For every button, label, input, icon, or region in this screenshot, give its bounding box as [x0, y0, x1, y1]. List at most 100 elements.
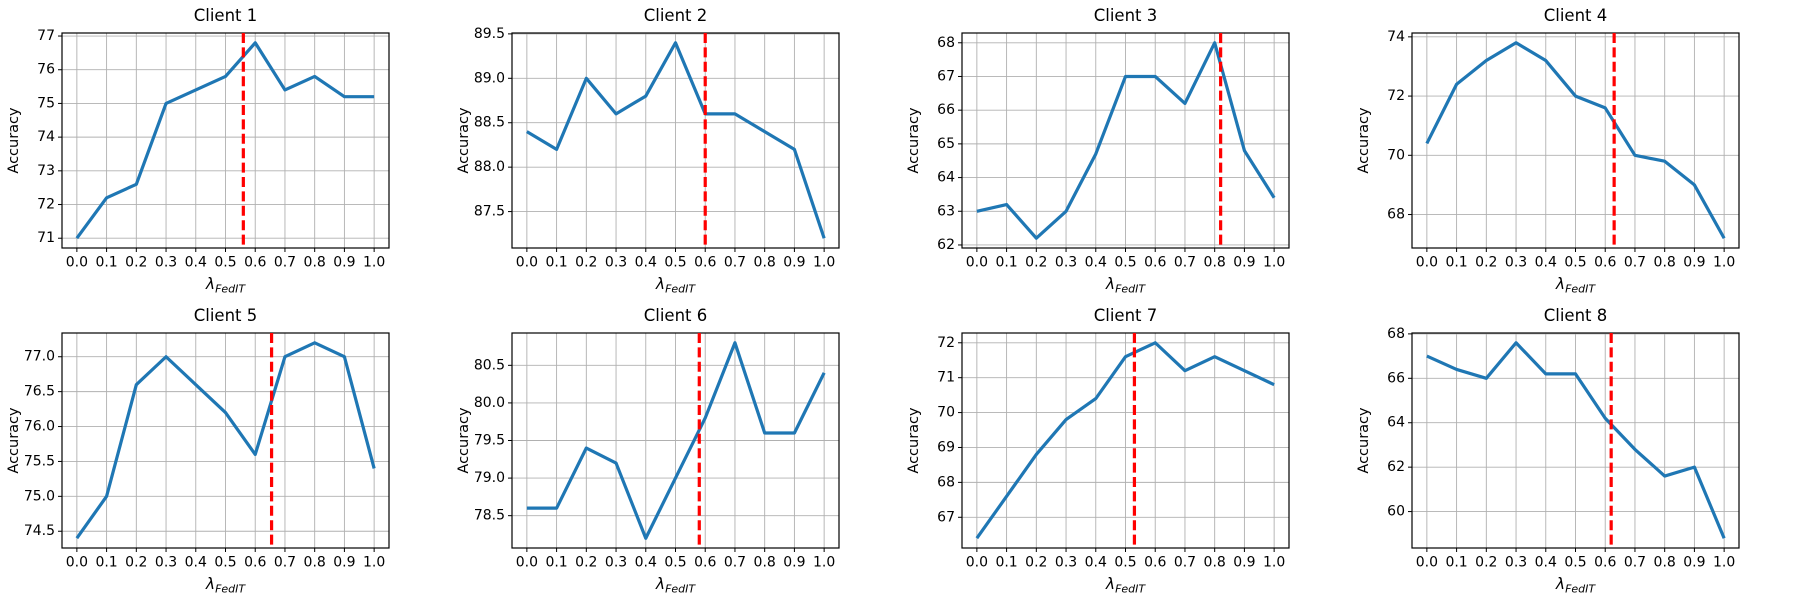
x-tick-label: 1.0	[813, 255, 835, 271]
accuracy-line	[526, 41, 826, 239]
x-tick-label: 0.1	[95, 555, 117, 571]
x-tick-label: 0.7	[724, 255, 746, 271]
x-tick-label: 0.0	[516, 255, 538, 271]
x-tick-label: 0.5	[214, 555, 236, 571]
x-axis-label-subscript: FedIT	[215, 283, 246, 296]
x-axis-label-subscript: FedIT	[1565, 283, 1596, 296]
x-tick-label: 0.2	[1475, 555, 1497, 571]
tick-marks	[58, 356, 375, 552]
grid	[1412, 33, 1739, 248]
x-axis-label: λFedIT	[205, 575, 247, 596]
accuracy-line	[976, 41, 1276, 240]
chart-title: Client 2	[644, 6, 708, 25]
x-tick-label: 0.6	[1594, 255, 1616, 271]
y-tick-label: 68	[937, 35, 955, 51]
y-tick-label: 70	[1387, 147, 1405, 163]
x-tick-label: 0.1	[995, 255, 1017, 271]
y-axis-label: Accuracy	[456, 107, 472, 174]
subplot-client-1: 0.0 0.1 0.2 0.3 0.4 0.5 0.6 0.7 0.8 0.9 1.0 71 72 73 7…	[0, 0, 450, 300]
x-tick-label: 0.2	[125, 255, 147, 271]
chart-title: Client 4	[1544, 6, 1608, 25]
x-axis-label: λFedIT	[1105, 275, 1147, 296]
y-tick-label: 65	[937, 136, 955, 152]
tick-labels: 0.0 0.1 0.2 0.3 0.4 0.5 0.6 0.7 0.8 0.9 1.0 68 70 72 7…	[1387, 29, 1735, 271]
y-axis-label: Accuracy	[1356, 407, 1372, 474]
y-tick-label: 75	[37, 95, 55, 111]
y-tick-label: 68	[1387, 207, 1405, 223]
y-tick-label: 71	[937, 370, 955, 386]
x-tick-label: 0.2	[1025, 555, 1047, 571]
tick-labels: 0.0 0.1 0.2 0.3 0.4 0.5 0.6 0.7 0.8 0.9 1.0 67 68 69 7…	[937, 335, 1285, 571]
x-tick-label: 0.5	[1564, 255, 1586, 271]
chart-title: Client 6	[644, 306, 708, 325]
y-axis-label: Accuracy	[906, 107, 922, 174]
x-tick-label: 1.0	[363, 555, 385, 571]
x-tick-label: 0.9	[333, 555, 355, 571]
accuracy-line	[1425, 41, 1726, 240]
x-axis-label: λFedIT	[655, 275, 697, 296]
y-tick-label: 74	[1387, 29, 1405, 45]
x-tick-label: 0.5	[1564, 555, 1586, 571]
y-tick-label: 71	[37, 230, 55, 246]
x-tick-label: 0.5	[664, 255, 686, 271]
x-tick-label: 0.6	[1594, 555, 1616, 571]
x-tick-label: 0.0	[1416, 255, 1438, 271]
x-tick-label: 0.3	[1505, 555, 1527, 571]
tick-marks	[958, 42, 1275, 252]
y-tick-label: 68	[1387, 326, 1405, 342]
x-tick-label: 0.0	[66, 255, 88, 271]
x-tick-label: 0.8	[1654, 555, 1676, 571]
y-tick-label: 78.5	[474, 508, 505, 524]
x-tick-label: 0.9	[1683, 555, 1705, 571]
x-tick-label: 0.9	[333, 255, 355, 271]
x-tick-label: 0.5	[664, 555, 686, 571]
x-tick-label: 1.0	[1263, 255, 1285, 271]
x-tick-label: 0.6	[1144, 255, 1166, 271]
tick-marks	[58, 35, 375, 252]
y-axis-label: Accuracy	[6, 407, 22, 474]
y-tick-label: 75.5	[24, 453, 55, 469]
x-tick-label: 0.1	[545, 255, 567, 271]
subplot-client-7: 0.0 0.1 0.2 0.3 0.4 0.5 0.6 0.7 0.8 0.9 1.0 67 68 69 7…	[900, 300, 1350, 600]
y-tick-label: 64	[937, 170, 955, 186]
accuracy-line	[75, 41, 375, 240]
x-tick-label: 0.8	[1654, 255, 1676, 271]
x-tick-label: 0.6	[244, 555, 266, 571]
x-tick-label: 0.1	[1445, 555, 1467, 571]
x-tick-label: 0.7	[1624, 555, 1646, 571]
chart-client-6: 0.0 0.1 0.2 0.3 0.4 0.5 0.6 0.7 0.8 0.9 1.0 78.5 79.…	[456, 306, 840, 596]
y-tick-label: 66	[1387, 370, 1405, 386]
accuracy-line	[1426, 341, 1726, 539]
axes-box	[61, 332, 390, 549]
y-tick-label: 75.0	[24, 488, 55, 504]
x-tick-label: 0.1	[95, 255, 117, 271]
x-tick-label: 0.3	[155, 255, 177, 271]
y-tick-label: 66	[937, 102, 955, 118]
x-tick-label: 0.2	[575, 255, 597, 271]
x-axis-label-subscript: FedIT	[665, 583, 696, 596]
y-tick-label: 73	[37, 163, 55, 179]
grid	[1412, 333, 1739, 548]
y-tick-label: 72	[937, 335, 955, 351]
tick-marks	[958, 342, 1275, 552]
x-tick-label: 0.6	[1144, 555, 1166, 571]
y-tick-label: 70	[937, 405, 955, 421]
x-tick-label: 0.8	[754, 255, 776, 271]
x-tick-label: 0.4	[1085, 555, 1107, 571]
y-axis-label: Accuracy	[906, 407, 922, 474]
tick-marks	[508, 364, 825, 552]
axes-box	[961, 332, 1290, 549]
chart-client-8: 0.0 0.1 0.2 0.3 0.4 0.5 0.6 0.7 0.8 0.9 1.0 60 62 64 6…	[1356, 306, 1740, 596]
x-tick-label: 0.0	[966, 555, 988, 571]
grid	[512, 333, 839, 548]
x-tick-label: 0.1	[545, 555, 567, 571]
subplot-client-5: 0.0 0.1 0.2 0.3 0.4 0.5 0.6 0.7 0.8 0.9 1.0 74.5 75.…	[0, 300, 450, 600]
x-tick-label: 0.3	[1505, 255, 1527, 271]
axes-box	[961, 32, 1290, 249]
y-tick-label: 77	[37, 28, 55, 44]
x-tick-label: 0.7	[274, 555, 296, 571]
x-axis-label-subscript: FedIT	[215, 583, 246, 596]
y-tick-label: 68	[937, 474, 955, 490]
y-tick-label: 63	[937, 203, 955, 219]
y-axis-label: Accuracy	[456, 407, 472, 474]
